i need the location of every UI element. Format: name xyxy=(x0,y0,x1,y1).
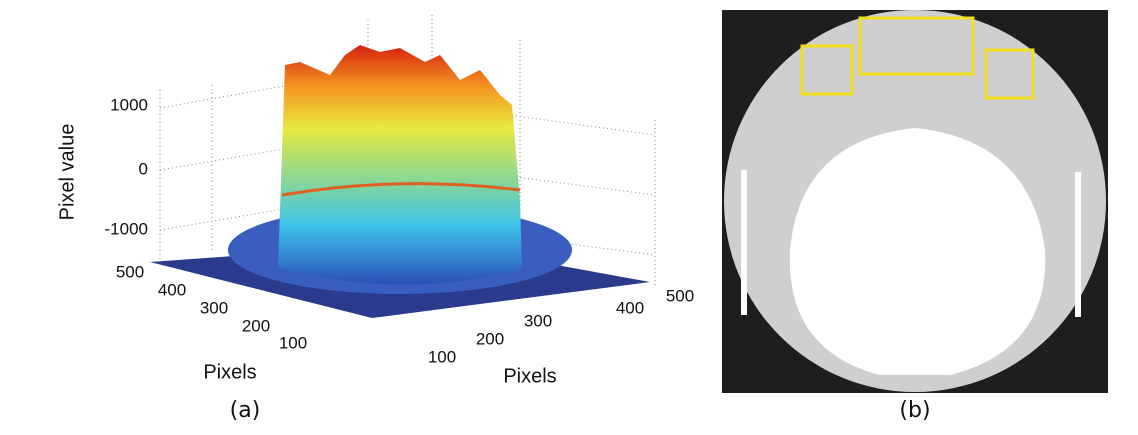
right-tick-label: 200 xyxy=(476,329,504,348)
roi-boxes xyxy=(800,16,1035,100)
caption: (a) xyxy=(230,398,261,423)
z-tick-label: -1000 xyxy=(105,219,148,238)
caption: (b) xyxy=(899,398,930,423)
left-tick-label: 300 xyxy=(200,298,228,317)
panel-a: Pixel value Pixels Pixels (a) xyxy=(56,15,656,423)
left-tick-label: 200 xyxy=(242,316,270,335)
left-tick-label: 500 xyxy=(116,262,144,281)
surface xyxy=(278,45,522,285)
ct-rod xyxy=(741,170,747,315)
ct-rod xyxy=(1075,172,1081,317)
left-tick-label: 400 xyxy=(158,280,186,299)
ridge xyxy=(281,182,521,197)
right-tick-label: 400 xyxy=(616,298,644,317)
right-tick-label: 300 xyxy=(524,311,552,330)
right-tick-label: 100 xyxy=(428,347,456,366)
z-axis-label: Pixel value xyxy=(56,124,78,221)
right-tick-label: 500 xyxy=(666,286,694,305)
left-tick-label: 100 xyxy=(279,333,307,352)
z-tick-label: 1000 xyxy=(110,95,148,114)
ct-bright-region xyxy=(789,128,1046,375)
z-tick-label: 0 xyxy=(139,159,148,178)
right-axis-label: Pixels xyxy=(503,365,556,387)
panel-b: (b) xyxy=(722,10,1108,423)
left-axis-label: Pixels xyxy=(203,361,256,383)
